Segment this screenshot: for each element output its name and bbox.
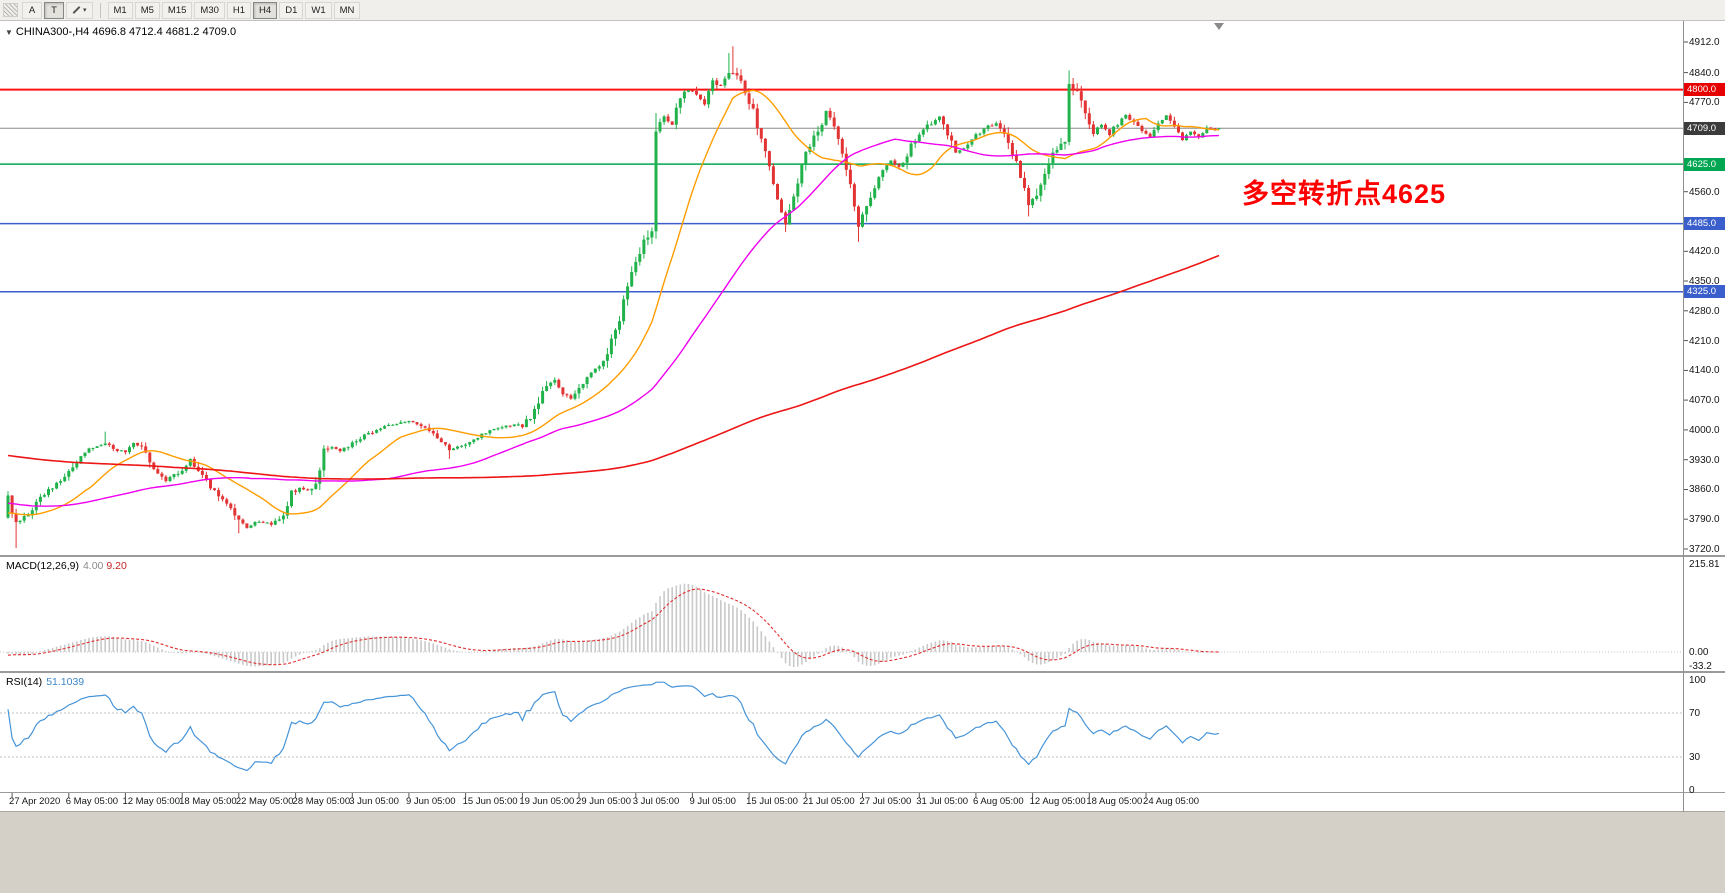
rsi-indicator-label: RSI(14) 51.1039 (6, 676, 84, 688)
chart-title: ▼ CHINA300-,H4 4696.8 4712.4 4681.2 4709.… (5, 26, 236, 38)
price-axis-label: 4210.0 (1689, 335, 1720, 347)
chevron-down-icon: ▾ (83, 6, 87, 14)
rsi-value: 51.1039 (46, 676, 85, 688)
timeframe-h1-button[interactable]: H1 (226, 1, 252, 19)
date-axis-label: 31 Jul 05:00 (916, 796, 969, 807)
date-axis-label: 19 Jun 05:00 (519, 796, 575, 807)
collapse-icon[interactable]: ▼ (5, 28, 13, 37)
price-level-badge: 4709.0 (1684, 121, 1725, 135)
macd-main-value: 4.00 (82, 560, 104, 572)
macd-indicator-label: MACD(12,26,9) 4.00 9.20 (6, 560, 127, 572)
timeframe-m5-button[interactable]: M5 (134, 1, 160, 19)
timeframe-m1-button[interactable]: M1 (107, 1, 133, 19)
date-axis-label: 21 Jul 05:00 (802, 796, 855, 807)
chart-background (0, 21, 1725, 812)
date-axis-label: 3 Jul 05:00 (632, 796, 680, 807)
timeframe-w1-button[interactable]: W1 (305, 1, 332, 19)
macd-axis-label: 0.00 (1689, 647, 1709, 658)
date-axis-label: 12 May 05:00 (122, 796, 181, 807)
rsi-name: RSI(14) (6, 676, 43, 688)
date-axis-label: 29 Jun 05:00 (576, 796, 631, 807)
panel-separator (0, 792, 1725, 793)
price-level-badge: 4485.0 (1684, 217, 1725, 231)
price-level-badge: 4625.0 (1684, 157, 1725, 171)
price-axis-label: 4070.0 (1689, 395, 1720, 407)
toolbar-separator (99, 2, 101, 18)
date-axis-label: 15 Jul 05:00 (746, 796, 798, 807)
price-level-badge: 4800.0 (1684, 83, 1725, 97)
date-axis-label: 3 Jun 05:00 (349, 796, 399, 807)
date-axis-label: 18 Aug 05:00 (1086, 796, 1143, 807)
annotation-text[interactable]: 多空转折点4625 (1242, 179, 1447, 209)
price-axis-label: 4840.0 (1689, 67, 1720, 79)
price-axis-label: 3720.0 (1689, 544, 1720, 555)
grip-icon[interactable] (3, 3, 18, 17)
date-axis-label: 27 Jul 05:00 (859, 796, 912, 807)
arrow-tool-button[interactable]: A (22, 1, 42, 19)
date-axis-label: 12 Aug 05:00 (1029, 796, 1086, 807)
timeframe-h4-button[interactable]: H4 (253, 1, 278, 19)
date-axis-label: 24 Aug 05:00 (1143, 796, 1200, 807)
price-axis-label: 4770.0 (1689, 97, 1720, 109)
date-axis-label: 15 Jun 05:00 (462, 796, 518, 807)
date-axis-label: 9 Jul 05:00 (689, 796, 736, 807)
symbol-timeframe: CHINA300-,H4 (15, 26, 90, 38)
price-axis-label: 3860.0 (1689, 484, 1720, 496)
date-axis-label: 6 May 05:00 (65, 796, 119, 807)
chart-shift-marker (1214, 23, 1224, 30)
price-axis-label: 4000.0 (1689, 424, 1720, 436)
rsi-axis-label: 0 (1689, 785, 1695, 796)
date-axis-label: 27 Apr 2020 (9, 796, 61, 807)
timeframe-d1-button[interactable]: D1 (279, 1, 304, 19)
macd-name: MACD(12,26,9) (6, 560, 79, 572)
price-axis-label: 4912.0 (1689, 37, 1720, 48)
timeframe-m15-button[interactable]: M15 (161, 1, 193, 19)
price-axis-label: 4560.0 (1689, 186, 1720, 198)
price-axis-label: 3930.0 (1689, 454, 1720, 466)
panel-separator[interactable] (0, 671, 1725, 673)
price-axis-label: 3790.0 (1689, 514, 1720, 526)
macd-axis-label: -33.2 (1689, 660, 1712, 672)
date-axis-label: 9 Jun 05:00 (405, 796, 456, 807)
toolbar: A T ▾ M1 M5 M15 M30 H1 H4 D1 W1 MN (0, 0, 1725, 21)
text-tool-button[interactable]: T (44, 1, 64, 19)
ohlc-values: 4696.8 4712.4 4681.2 4709.0 (92, 26, 237, 38)
timeframe-mn-button[interactable]: MN (333, 1, 361, 19)
date-axis-label: 28 May 05:00 (292, 796, 351, 807)
macd-axis-label: 215.81 (1689, 558, 1720, 570)
axis-separator (1683, 21, 1684, 812)
date-axis-label: 6 Aug 05:00 (972, 796, 1024, 807)
line-style-tool-button[interactable]: ▾ (66, 1, 93, 19)
price-axis-label: 4140.0 (1689, 365, 1720, 377)
window-edge (0, 811, 1725, 812)
price-axis-label: 4280.0 (1689, 305, 1720, 317)
rsi-axis-label: 70 (1689, 708, 1701, 719)
macd-signal-value: 9.20 (106, 560, 127, 572)
rsi-axis-label: 100 (1689, 675, 1706, 686)
line-tool-icon (72, 6, 81, 14)
date-axis-label: 18 May 05:00 (179, 796, 237, 807)
timeframe-m30-button[interactable]: M30 (194, 1, 225, 19)
price-level-badge: 4325.0 (1684, 285, 1725, 299)
price-axis-label: 4420.0 (1689, 246, 1720, 258)
date-axis-label: 22 May 05:00 (235, 796, 294, 807)
rsi-axis-label: 30 (1689, 752, 1701, 763)
panel-separator[interactable] (0, 555, 1725, 557)
price-axis-label: 4350.0 (1689, 276, 1720, 288)
